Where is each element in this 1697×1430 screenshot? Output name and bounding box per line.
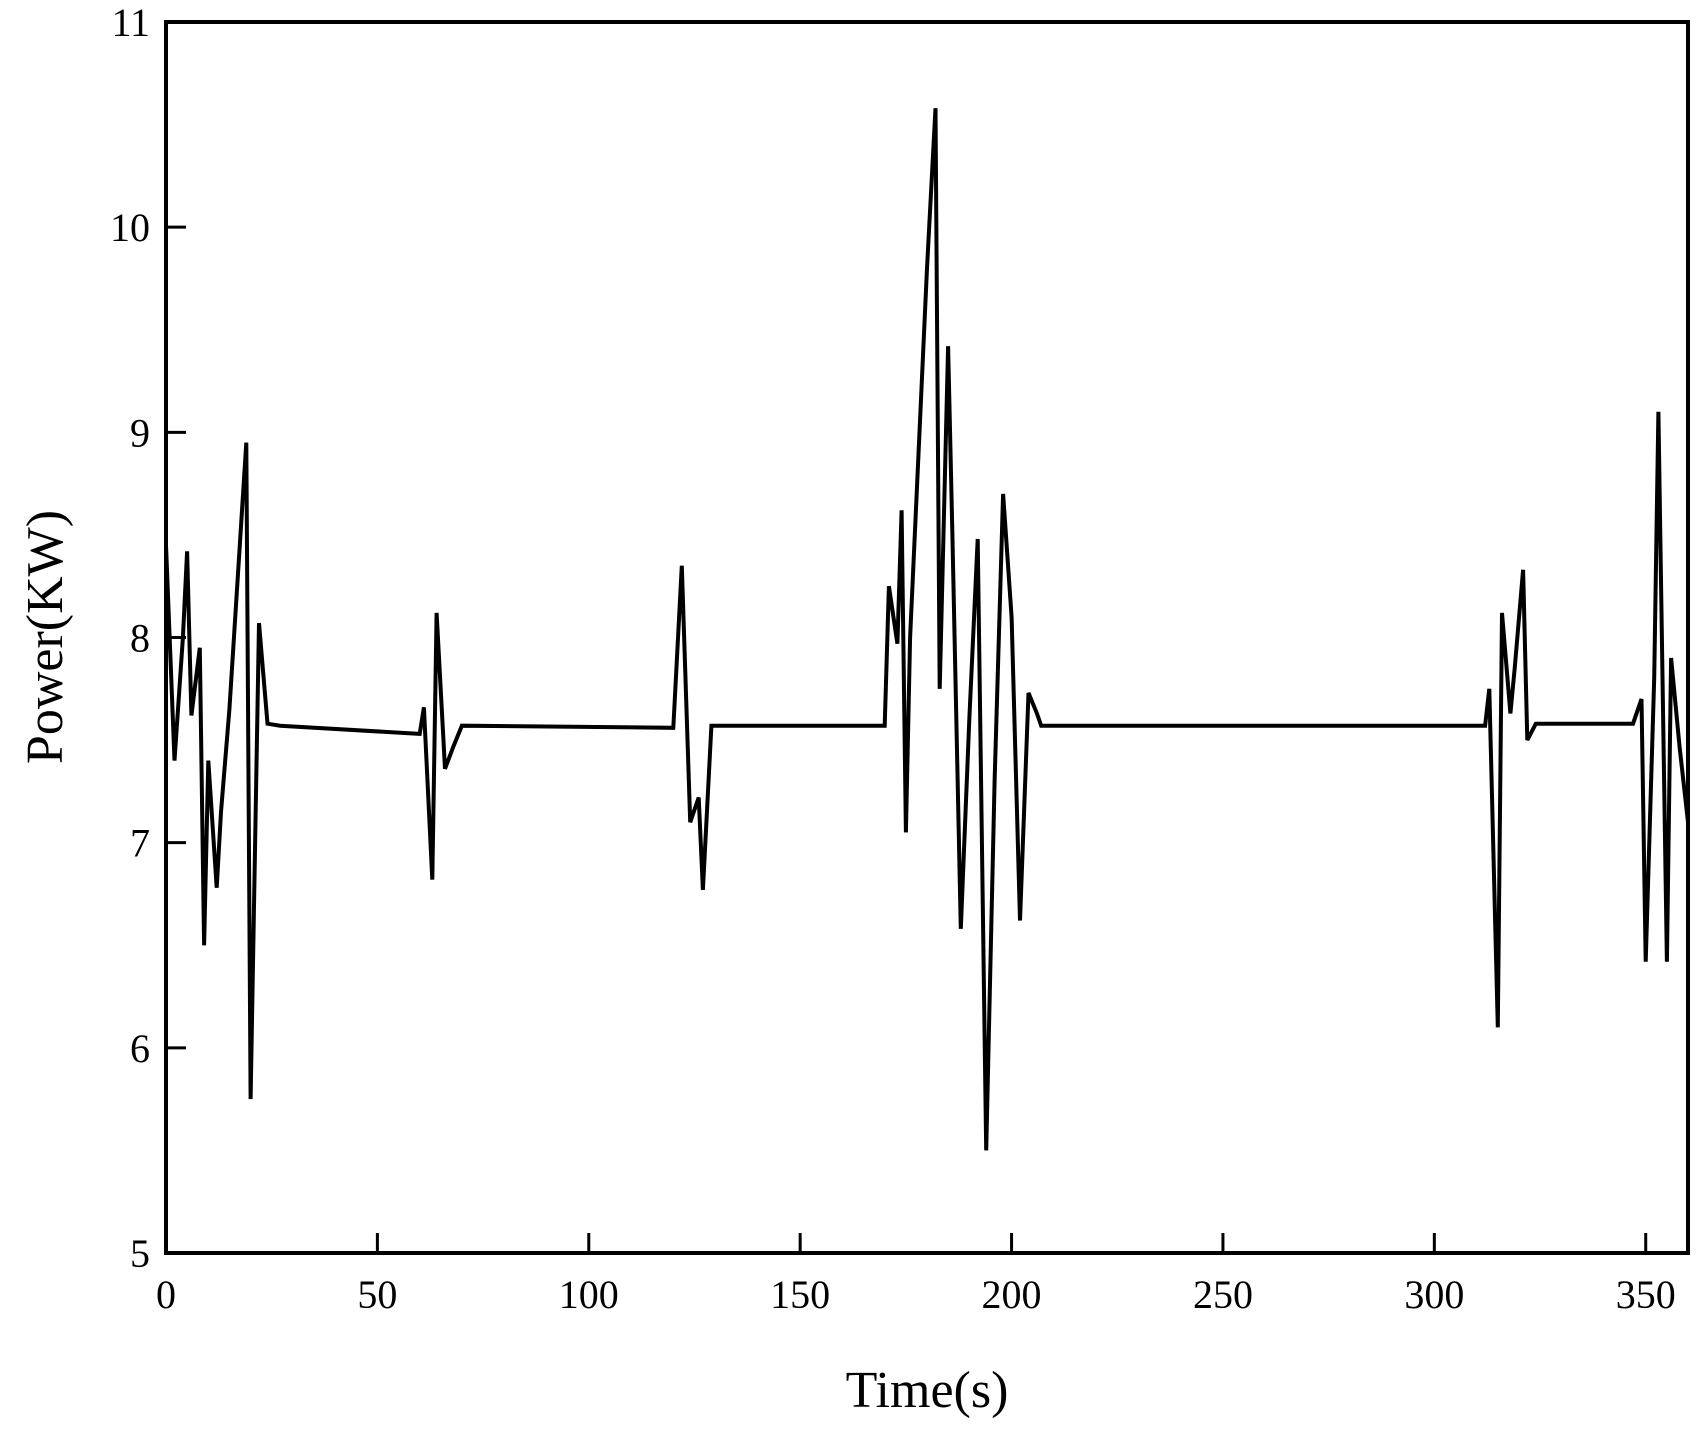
x-tick-label: 50 bbox=[357, 1272, 397, 1317]
series-group bbox=[164, 108, 1690, 1151]
x-tick-label: 300 bbox=[1404, 1272, 1464, 1317]
y-tick-label: 8 bbox=[130, 616, 150, 661]
y-tick-label: 11 bbox=[111, 0, 150, 45]
x-tick-label: 200 bbox=[982, 1272, 1042, 1317]
x-tick-label: 250 bbox=[1193, 1272, 1253, 1317]
x-tick-label: 150 bbox=[770, 1272, 830, 1317]
y-tick-label: 6 bbox=[130, 1026, 150, 1071]
x-axis-label: Time(s) bbox=[846, 1362, 1009, 1419]
y-axis-label: Power(KW) bbox=[17, 510, 74, 764]
x-tick-label: 350 bbox=[1616, 1272, 1676, 1317]
y-tick-label: 7 bbox=[130, 821, 150, 866]
axis-ticks: 0 50 100 150 200 250 300 350 5 6 7 8 9 10 11 bbox=[110, 0, 1676, 1317]
y-tick-label: 9 bbox=[130, 410, 150, 455]
plot-frame bbox=[164, 20, 1690, 1255]
series-line bbox=[164, 108, 1690, 1151]
y-tick-label: 5 bbox=[130, 1231, 150, 1276]
x-tick-label: 0 bbox=[156, 1272, 176, 1317]
x-tick-label: 100 bbox=[559, 1272, 619, 1317]
y-tick-label: 10 bbox=[110, 205, 150, 250]
